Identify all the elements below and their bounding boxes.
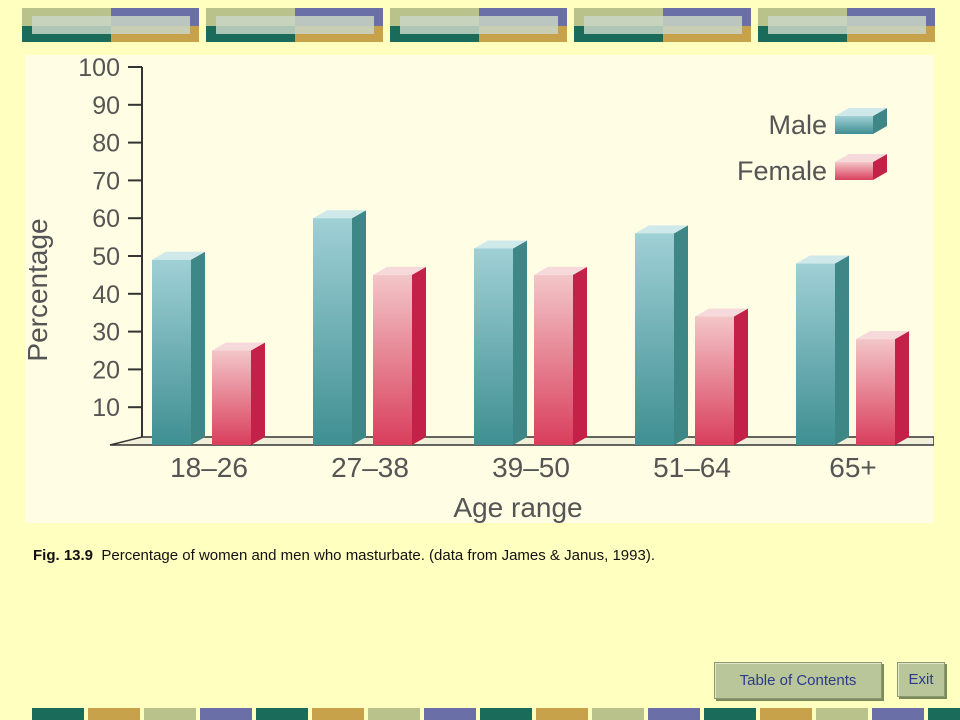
female-bar — [373, 266, 426, 445]
y-tick-label: 10 — [92, 394, 120, 422]
footer-block — [704, 708, 756, 720]
y-tick-label: 60 — [92, 205, 120, 233]
footer-block — [144, 708, 196, 720]
y-tick-label: 50 — [92, 243, 120, 271]
header-block — [206, 8, 383, 42]
male-bar — [152, 251, 205, 445]
footer-block — [536, 708, 588, 720]
bottom-decorative-band — [32, 708, 960, 720]
x-tick-label: 65+ — [829, 452, 877, 483]
footer-block — [424, 708, 476, 720]
y-tick-label: 40 — [92, 281, 120, 309]
footer-block — [648, 708, 700, 720]
female-bar — [695, 308, 748, 445]
header-block — [390, 8, 567, 42]
figure-caption: Fig. 13.9 Percentage of women and men wh… — [33, 547, 655, 564]
header-block — [574, 8, 751, 42]
exit-button[interactable]: Exit — [897, 662, 945, 697]
footer-block — [816, 708, 868, 720]
header-block — [22, 8, 199, 42]
legend-item: Male — [768, 108, 887, 140]
figure-caption-text: Percentage of women and men who masturba… — [101, 547, 655, 564]
footer-block — [592, 708, 644, 720]
figure-label: Fig. 13.9 — [33, 547, 94, 564]
legend-item: Female — [737, 154, 887, 186]
legend-swatch — [873, 108, 887, 134]
x-tick-label: 51–64 — [653, 452, 731, 483]
legend-label: Male — [768, 110, 827, 140]
male-bar — [313, 210, 366, 445]
x-tick-label: 27–38 — [331, 452, 409, 483]
y-axis-label: Percentage — [25, 218, 53, 361]
footer-block — [312, 708, 364, 720]
x-axis-label: Age range — [453, 492, 582, 523]
female-bar — [534, 266, 587, 445]
y-tick-label: 80 — [92, 130, 120, 158]
footer-block — [32, 708, 84, 720]
female-bar — [212, 342, 265, 445]
footer-block — [760, 708, 812, 720]
footer-block — [480, 708, 532, 720]
x-tick-label: 18–26 — [170, 452, 248, 483]
legend-label: Female — [737, 156, 827, 186]
footer-block — [256, 708, 308, 720]
footer-block — [928, 708, 960, 720]
female-bar — [856, 331, 909, 445]
top-decorative-band — [22, 8, 935, 42]
y-tick-label: 100 — [78, 55, 120, 82]
table-of-contents-button[interactable]: Table of Contents — [714, 662, 882, 699]
y-tick-label: 20 — [92, 356, 120, 384]
bar-chart: 10 20 30 40 50 60 70 80 90 100 18–26 27–38 39–50 51–6… — [22, 54, 935, 523]
chart-panel: 10 20 30 40 50 60 70 80 90 100 18–26 27–38 39–50 51–6… — [22, 54, 935, 523]
footer-block — [368, 708, 420, 720]
legend: Male Female — [737, 108, 887, 186]
x-tick-label: 39–50 — [492, 452, 570, 483]
y-tick-label: 70 — [92, 167, 120, 195]
male-bar — [474, 240, 527, 445]
footer-block — [88, 708, 140, 720]
y-tick-label: 90 — [92, 92, 120, 120]
header-block — [758, 8, 935, 42]
male-bar — [796, 255, 849, 445]
legend-swatch — [873, 154, 887, 180]
male-bar — [635, 225, 688, 445]
footer-block — [872, 708, 924, 720]
footer-block — [200, 708, 252, 720]
y-tick-label: 30 — [92, 319, 120, 347]
